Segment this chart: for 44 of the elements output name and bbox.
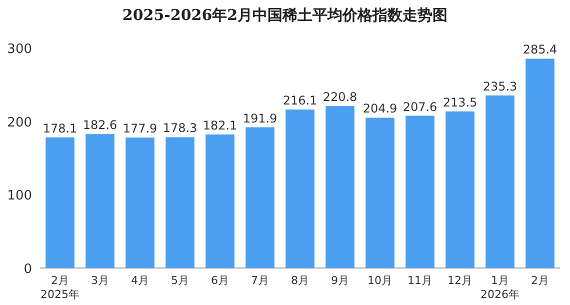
- data-label: 182.1: [202, 118, 238, 132]
- data-label: 285.4: [522, 42, 558, 57]
- data-label: 207.6: [402, 100, 438, 114]
- bar: [366, 118, 394, 268]
- bar: [246, 127, 274, 268]
- data-label: 177.9: [122, 122, 158, 136]
- x-tick-label: 12月: [448, 274, 472, 287]
- bar: [206, 134, 234, 268]
- x-tick-label: 9月: [331, 274, 349, 287]
- x-tick-label: 5月: [171, 274, 189, 287]
- bar: [326, 106, 354, 268]
- data-label: 191.9: [242, 111, 278, 126]
- bar: [486, 95, 514, 268]
- bar: [526, 58, 554, 268]
- chart-title: 2025-2026年2月中国稀土平均价格指数走势图: [122, 6, 448, 24]
- data-label: 204.9: [362, 102, 398, 116]
- bar: [86, 134, 114, 268]
- data-label: 213.5: [442, 95, 478, 110]
- bar: [46, 137, 74, 268]
- x-tick-label: 10月: [368, 274, 392, 287]
- y-tick-label: 100: [7, 188, 32, 204]
- bar: [126, 138, 154, 268]
- x-tick-label: 8月: [291, 274, 309, 287]
- data-label: 235.3: [482, 79, 518, 94]
- y-tick-label: 0: [24, 262, 32, 277]
- data-label: 216.1: [282, 94, 318, 108]
- data-label: 178.3: [162, 121, 198, 136]
- x-tick-label: 3月: [91, 274, 109, 287]
- x-tick-label: 4月: [131, 274, 149, 287]
- x-tick-label: 1月 2026年: [480, 274, 520, 301]
- y-tick-label: 300: [7, 42, 32, 57]
- data-label: 220.8: [322, 90, 358, 104]
- x-tick-label: 2月: [531, 274, 549, 287]
- bar: [286, 110, 314, 268]
- bar: [166, 137, 194, 268]
- data-label: 182.6: [82, 118, 118, 132]
- y-tick-label: 200: [7, 115, 32, 130]
- x-tick-label: 11月: [408, 274, 432, 287]
- x-tick-label: 2月 2025年: [40, 274, 80, 301]
- data-label: 178.1: [42, 121, 78, 136]
- x-tick-label: 6月: [211, 274, 229, 287]
- bar: [446, 111, 474, 268]
- bar: [406, 116, 434, 268]
- x-tick-label: 7月: [251, 274, 269, 287]
